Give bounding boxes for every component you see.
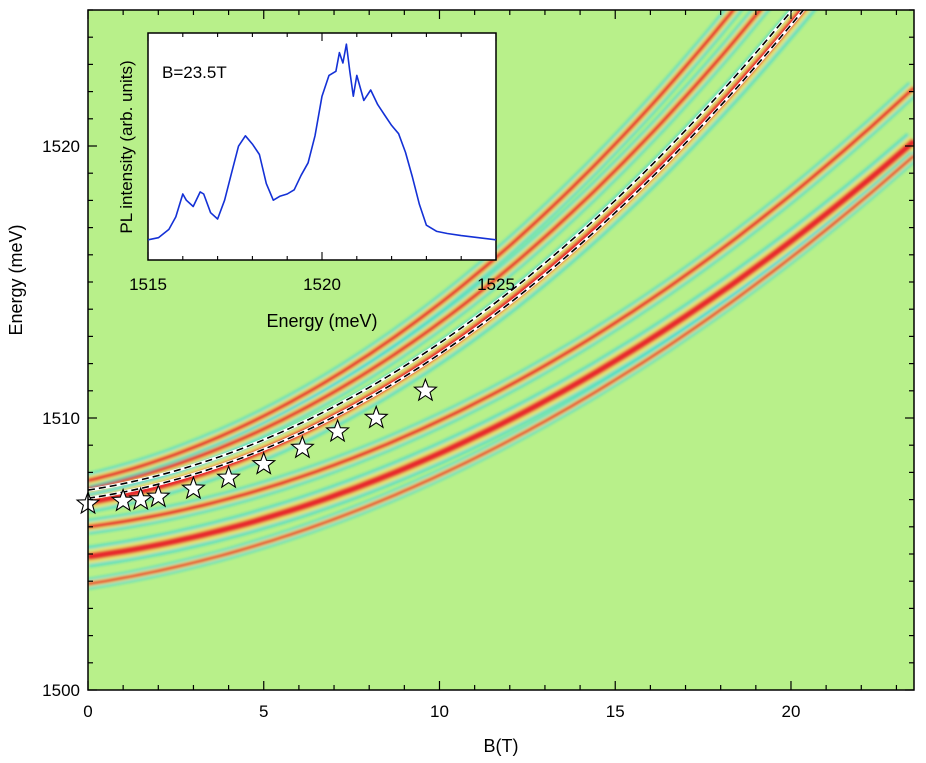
x-tick-label: 5 bbox=[259, 702, 268, 721]
fit-upper-underlay bbox=[88, 10, 795, 492]
star-marker bbox=[145, 483, 171, 508]
main-axes-frame bbox=[87, 9, 915, 691]
y-tick-label: 1520 bbox=[42, 137, 80, 156]
dashed-fits bbox=[88, 10, 806, 500]
x-tick-label: 20 bbox=[782, 702, 801, 721]
y-tick-labels: 1500 1510 1520 bbox=[42, 137, 80, 700]
inset-x-tick-labels: 1515 1520 1525 bbox=[129, 275, 515, 294]
inset-plot: 1515 1520 1525 B=23.5T Energy (meV) PL int… bbox=[117, 32, 515, 331]
star-marker bbox=[325, 418, 351, 443]
main-ticks bbox=[87, 9, 914, 691]
star-marker bbox=[363, 404, 389, 429]
x-tick-label: 0 bbox=[83, 702, 92, 721]
star-marker bbox=[412, 377, 438, 402]
inset-x-tick-label: 1515 bbox=[129, 275, 167, 294]
inset-y-axis-label: PL intensity (arb. units) bbox=[117, 60, 136, 233]
star-marker bbox=[251, 451, 277, 475]
y-tick-label: 1510 bbox=[42, 409, 80, 428]
inset-title: B=23.5T bbox=[162, 63, 227, 82]
inset-x-tick-label: 1520 bbox=[303, 275, 341, 294]
upper-line-1 bbox=[88, 10, 763, 491]
upper-line-2 bbox=[88, 10, 736, 483]
star-marker bbox=[180, 475, 206, 500]
inset-background bbox=[147, 32, 497, 261]
x-tick-label: 10 bbox=[430, 702, 449, 721]
star-marker bbox=[216, 464, 242, 489]
star-marker bbox=[128, 486, 154, 511]
x-tick-labels: 0 5 10 15 20 bbox=[83, 702, 800, 721]
x-tick-label: 15 bbox=[606, 702, 625, 721]
inset-spectrum-line bbox=[148, 43, 496, 241]
inset-x-tick-label: 1525 bbox=[477, 275, 515, 294]
y-tick-label: 1500 bbox=[42, 681, 80, 700]
y-axis-label: Energy (meV) bbox=[6, 224, 26, 335]
fit-lower-underlay bbox=[88, 10, 806, 500]
x-axis-label: B(T) bbox=[484, 736, 519, 756]
inset-x-axis-label: Energy (meV) bbox=[266, 311, 377, 331]
star-marker bbox=[290, 434, 315, 459]
lower-line-1 bbox=[88, 86, 914, 529]
lower-line-2 bbox=[88, 138, 914, 561]
inset-ticks bbox=[147, 33, 497, 260]
lower-line-3 bbox=[88, 154, 914, 586]
